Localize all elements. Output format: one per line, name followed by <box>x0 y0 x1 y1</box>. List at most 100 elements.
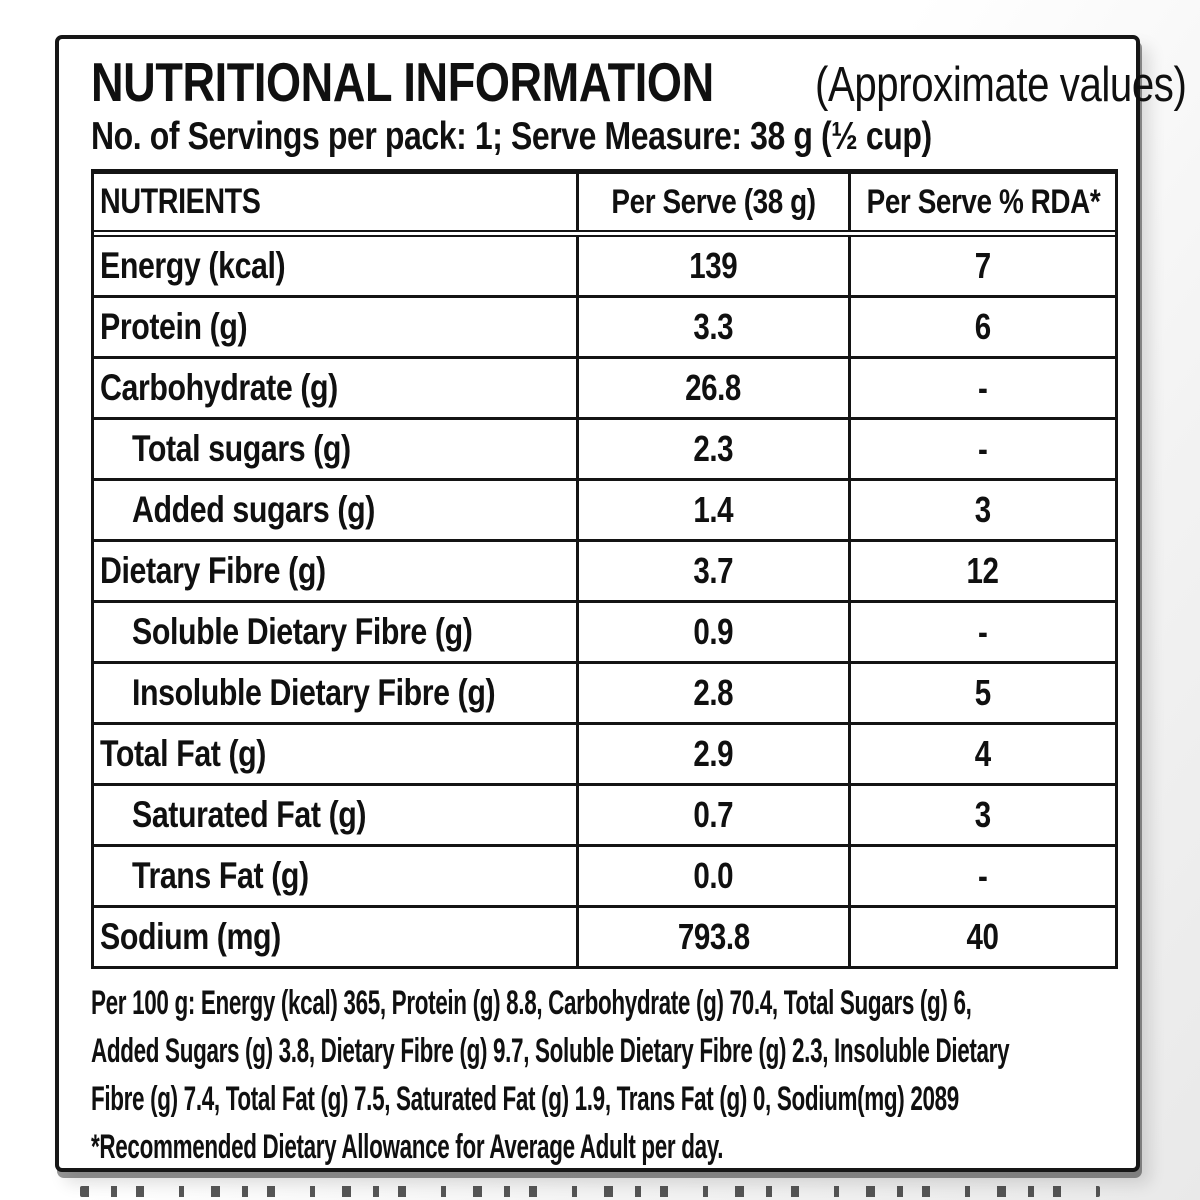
rda-footnote: *Recommended Dietary Allowance for Avera… <box>91 1123 1122 1171</box>
rda-value: - <box>978 428 988 469</box>
table-row-total-sugars: Total sugars (g) 2.3 - <box>94 417 1115 478</box>
nutrient-name: Energy (kcal) <box>100 245 286 286</box>
label-title-note: (Approximate values) <box>814 58 1187 112</box>
rda-value: 40 <box>966 916 1000 957</box>
table-row-insoluble-dietary-fibre: Insoluble Dietary Fibre (g) 2.8 5 <box>94 661 1115 722</box>
per-serve-value: 139 <box>689 245 738 286</box>
rda-cell: 40 <box>848 908 1115 966</box>
header-nutrients-label: NUTRIENTS <box>100 182 261 221</box>
per-serve-value: 3.7 <box>693 550 734 591</box>
nutrient-name-cell: Sodium (mg) <box>94 908 576 966</box>
rda-value: 5 <box>974 672 992 713</box>
servings-line: No. of Servings per pack: 1; Serve Measu… <box>91 113 1122 161</box>
table-row-energy: Energy (kcal) 139 7 <box>94 237 1115 295</box>
header-per-serve: Per Serve (38 g) <box>576 174 848 230</box>
rda-cell: 6 <box>848 298 1115 356</box>
per-serve-cell: 3.3 <box>576 298 848 356</box>
nutrient-name: Insoluble Dietary Fibre (g) <box>132 672 496 713</box>
header-nutrients: NUTRIENTS <box>94 174 576 230</box>
header-per-serve-rda: Per Serve % RDA* <box>848 174 1115 230</box>
table-row-protein: Protein (g) 3.3 6 <box>94 295 1115 356</box>
nutrient-name-cell: Total Fat (g) <box>94 725 576 783</box>
nutrient-name: Saturated Fat (g) <box>132 794 367 835</box>
per-serve-cell: 793.8 <box>576 908 848 966</box>
nutrient-name: Added sugars (g) <box>132 489 375 530</box>
nutrient-name: Dietary Fibre (g) <box>100 550 326 591</box>
nutrient-name: Protein (g) <box>100 306 248 347</box>
table-row-carbohydrate: Carbohydrate (g) 26.8 - <box>94 356 1115 417</box>
table-row-trans-fat: Trans Fat (g) 0.0 - <box>94 844 1115 905</box>
table-row-saturated-fat: Saturated Fat (g) 0.7 3 <box>94 783 1115 844</box>
nutrient-name-cell: Soluble Dietary Fibre (g) <box>94 603 576 661</box>
nutrient-name-cell: Added sugars (g) <box>94 481 576 539</box>
per-100g-note: Per 100 g: Energy (kcal) 365, Protein (g… <box>91 979 1122 1171</box>
rda-cell: 5 <box>848 664 1115 722</box>
label-title: NUTRITIONAL INFORMATION <box>91 51 714 113</box>
per-100g-line-3: Fibre (g) 7.4, Total Fat (g) 7.5, Satura… <box>91 1075 1122 1123</box>
table-row-total-fat: Total Fat (g) 2.9 4 <box>94 722 1115 783</box>
per-100g-line-3-text: Fibre (g) 7.4, Total Fat (g) 7.5, Satura… <box>91 1080 959 1118</box>
per-100g-line-2-text: Added Sugars (g) 3.8, Dietary Fibre (g) … <box>91 1032 1010 1070</box>
per-serve-cell: 2.9 <box>576 725 848 783</box>
per-serve-value: 2.9 <box>693 733 734 774</box>
nutrient-name-cell: Carbohydrate (g) <box>94 359 576 417</box>
table-header-row: NUTRIENTS Per Serve (38 g) Per Serve % R… <box>94 174 1115 237</box>
nutrient-name-cell: Total sugars (g) <box>94 420 576 478</box>
nutrient-name-cell: Saturated Fat (g) <box>94 786 576 844</box>
per-100g-line-1: Per 100 g: Energy (kcal) 365, Protein (g… <box>91 979 1122 1027</box>
nutrient-name: Trans Fat (g) <box>132 855 309 896</box>
header-per-serve-rda-label: Per Serve % RDA* <box>866 182 1100 221</box>
per-serve-value: 0.0 <box>693 855 734 896</box>
per-serve-cell: 2.3 <box>576 420 848 478</box>
nutrient-name-cell: Dietary Fibre (g) <box>94 542 576 600</box>
per-serve-cell: 1.4 <box>576 481 848 539</box>
rda-cell: - <box>848 420 1115 478</box>
rda-cell: 4 <box>848 725 1115 783</box>
table-row-dietary-fibre: Dietary Fibre (g) 3.7 12 <box>94 539 1115 600</box>
rda-cell: 3 <box>848 786 1115 844</box>
per-serve-value: 793.8 <box>677 916 750 957</box>
rda-cell: 12 <box>848 542 1115 600</box>
rda-cell: 7 <box>848 237 1115 295</box>
nutrient-name: Total sugars (g) <box>132 428 351 469</box>
per-serve-value: 1.4 <box>693 489 734 530</box>
per-serve-cell: 3.7 <box>576 542 848 600</box>
per-serve-cell: 26.8 <box>576 359 848 417</box>
nutrition-label-panel: NUTRITIONAL INFORMATION (Approximate val… <box>55 35 1187 1172</box>
rda-value: - <box>978 611 988 652</box>
per-serve-value: 26.8 <box>685 367 742 408</box>
clipped-text-fragment <box>80 1186 1100 1197</box>
rda-cell: 3 <box>848 481 1115 539</box>
per-serve-value: 2.3 <box>693 428 734 469</box>
label-title-line: NUTRITIONAL INFORMATION (Approximate val… <box>91 51 1187 113</box>
per-serve-cell: 2.8 <box>576 664 848 722</box>
nutrient-name: Soluble Dietary Fibre (g) <box>132 611 473 652</box>
per-serve-cell: 139 <box>576 237 848 295</box>
servings-text: No. of Servings per pack: 1; Serve Measu… <box>91 115 932 158</box>
nutrient-name: Carbohydrate (g) <box>100 367 338 408</box>
table-row-sodium: Sodium (mg) 793.8 40 <box>94 905 1115 966</box>
nutrient-name-cell: Trans Fat (g) <box>94 847 576 905</box>
nutrient-name-cell: Energy (kcal) <box>94 237 576 295</box>
per-100g-line-2: Added Sugars (g) 3.8, Dietary Fibre (g) … <box>91 1027 1122 1075</box>
rda-cell: - <box>848 847 1115 905</box>
nutrition-table: NUTRIENTS Per Serve (38 g) Per Serve % R… <box>91 169 1118 969</box>
table-row-soluble-dietary-fibre: Soluble Dietary Fibre (g) 0.9 - <box>94 600 1115 661</box>
rda-value: 3 <box>974 489 992 530</box>
per-serve-value: 3.3 <box>693 306 734 347</box>
rda-footnote-text: *Recommended Dietary Allowance for Avera… <box>91 1128 724 1166</box>
rda-value: 4 <box>974 733 992 774</box>
per-serve-cell: 0.7 <box>576 786 848 844</box>
rda-value: - <box>978 855 988 896</box>
nutrient-name-cell: Protein (g) <box>94 298 576 356</box>
nutrient-name: Sodium (mg) <box>100 916 281 957</box>
per-serve-value: 2.8 <box>693 672 734 713</box>
rda-value: 12 <box>966 550 1000 591</box>
rda-value: 7 <box>974 245 992 286</box>
per-100g-line-1-text: Per 100 g: Energy (kcal) 365, Protein (g… <box>91 984 972 1022</box>
per-serve-cell: 0.0 <box>576 847 848 905</box>
table-row-added-sugars: Added sugars (g) 1.4 3 <box>94 478 1115 539</box>
per-serve-value: 0.9 <box>693 611 734 652</box>
rda-cell: - <box>848 603 1115 661</box>
